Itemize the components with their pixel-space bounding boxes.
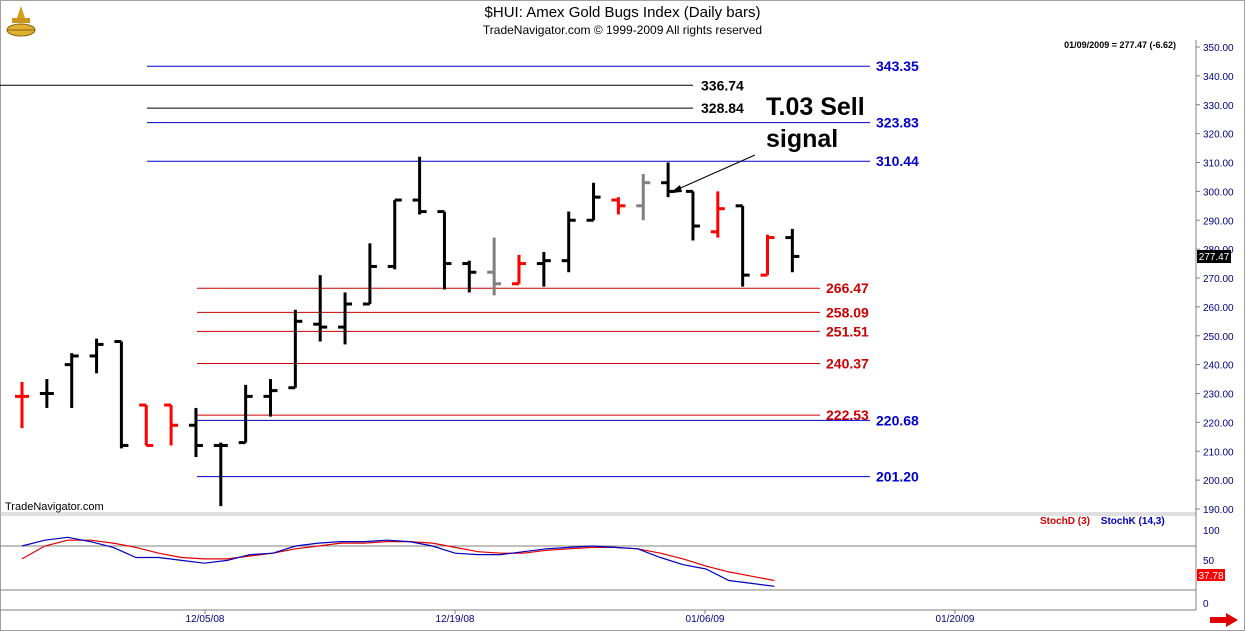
- last-quote-readout: 01/09/2009 = 277.47 (-6.62): [1064, 40, 1176, 50]
- y-tick-label: 220.00: [1203, 418, 1234, 429]
- chart-subtitle: TradeNavigator.com © 1999-2009 All right…: [482, 23, 763, 37]
- y-axis-ticks: 350.00 340.00 330.00 320.00 310.00 300.00 290.…: [1196, 43, 1234, 516]
- chart-title: $HUI: Amex Gold Bugs Index (Daily bars): [484, 4, 761, 21]
- ohlc-bar: [437, 210, 452, 290]
- ohlc-bar: [213, 442, 228, 507]
- y-tick-label: 230.00: [1203, 390, 1234, 401]
- sell-signal-annotation-line2: signal: [766, 125, 838, 153]
- chart-header: $HUI: Amex Gold Bugs Index (Daily bars) …: [0, 0, 1245, 40]
- y-tick-label: 190.00: [1203, 505, 1234, 516]
- ohlc-bar: [313, 275, 328, 342]
- x-tick-label: 01/20/09: [936, 614, 975, 625]
- ohlc-bar: [89, 338, 104, 374]
- ohlc-bar: [710, 191, 725, 238]
- stochastic-legend: StochD (3) StochK (14,3): [1040, 516, 1165, 527]
- ohlc-bar: [735, 204, 750, 287]
- stochastic-panel: [21, 536, 775, 587]
- ohlc-bar: [512, 254, 526, 286]
- level-label-310.44: 310.44: [876, 153, 919, 169]
- x-tick-label: 01/06/09: [686, 614, 725, 625]
- ohlc-bar: [139, 403, 154, 447]
- stoch-k-legend: StochK (14,3): [1100, 516, 1165, 527]
- level-label-222.53: 222.53: [826, 407, 869, 423]
- ohlc-bar: [636, 174, 651, 221]
- ohlc-bar: [263, 379, 278, 417]
- level-label-328.84: 328.84: [701, 100, 744, 116]
- stoch-d-legend: StochD (3): [1040, 516, 1090, 527]
- x-tick-label: 12/05/08: [186, 614, 225, 625]
- ohlc-bar: [338, 292, 353, 345]
- stoch-d-line: [21, 539, 775, 582]
- ohlc-bar: [362, 243, 377, 306]
- level-label-258.09: 258.09: [826, 304, 869, 320]
- ohlc-bar: [114, 340, 129, 449]
- ohlc-bar: [561, 211, 576, 273]
- ohlc-bar: [462, 260, 477, 293]
- ohlc-bar: [288, 309, 303, 390]
- ohlc-bar: [238, 384, 253, 445]
- level-lines: 343.35 336.74 328.84 323.83 310.44 266.47 258.…: [0, 58, 919, 485]
- ohlc-bar: [387, 198, 402, 270]
- stoch-last-value: 37.78: [1198, 571, 1223, 582]
- ohlc-bar: [164, 403, 179, 446]
- y-tick-label: 340.00: [1203, 72, 1234, 83]
- annotation-arrow-head: [670, 185, 682, 193]
- x-tick-label: 12/19/08: [436, 614, 475, 625]
- y-tick-label: 310.00: [1203, 159, 1234, 170]
- level-label-201.20: 201.20: [876, 469, 919, 485]
- ohlc-bar: [487, 237, 502, 296]
- ohlc-bar: [412, 156, 427, 215]
- ohlc-bar: [15, 381, 29, 429]
- y-tick-label: 270.00: [1203, 274, 1234, 285]
- y-tick-label: 260.00: [1203, 303, 1234, 314]
- y-tick-label: 320.00: [1203, 130, 1234, 141]
- trade-navigator-logo-icon: [6, 6, 36, 37]
- scroll-right-arrow-icon[interactable]: [1210, 613, 1238, 627]
- ohlc-bar: [188, 407, 203, 458]
- stoch-k-line: [21, 536, 775, 587]
- ohlc-bar: [785, 228, 800, 273]
- level-label-343.35: 343.35: [876, 58, 919, 74]
- level-label-266.47: 266.47: [826, 280, 869, 296]
- stoch-tick-100: 100: [1203, 526, 1220, 537]
- last-price-label: 277.47: [1199, 252, 1230, 263]
- level-label-323.83: 323.83: [876, 115, 919, 131]
- ohlc-bar: [685, 189, 700, 241]
- y-tick-label: 250.00: [1203, 332, 1234, 343]
- y-tick-label: 330.00: [1203, 101, 1234, 112]
- y-tick-label: 240.00: [1203, 361, 1234, 372]
- ohlc-bar: [611, 197, 626, 215]
- price-bars: [15, 156, 800, 507]
- ohlc-bar: [39, 379, 54, 408]
- sell-signal-annotation-line1: T.03 Sell: [766, 93, 865, 121]
- y-tick-label: 290.00: [1203, 216, 1234, 227]
- last-price-marker: [1197, 250, 1231, 263]
- y-tick-label: 300.00: [1203, 187, 1234, 198]
- y-tick-label: 200.00: [1203, 476, 1234, 487]
- watermark: TradeNavigator.com: [5, 501, 104, 513]
- ohlc-bar: [64, 353, 79, 408]
- stoch-tick-0: 0: [1203, 599, 1209, 610]
- ohlc-bar: [586, 182, 601, 222]
- stoch-tick-50: 50: [1203, 556, 1215, 567]
- ohlc-bar: [536, 252, 551, 287]
- stoch-last-marker: [1197, 569, 1225, 581]
- level-label-251.51: 251.51: [826, 323, 869, 339]
- ohlc-bar: [760, 234, 775, 277]
- x-axis-ticks: 12/05/08 12/19/08 01/06/09 01/20/09: [186, 610, 975, 625]
- y-tick-label: 210.00: [1203, 447, 1234, 458]
- level-label-240.37: 240.37: [826, 356, 869, 372]
- annotation-arrow-line: [675, 154, 756, 191]
- level-label-336.74: 336.74: [701, 77, 744, 93]
- level-label-220.68: 220.68: [876, 412, 919, 428]
- y-tick-label: 350.00: [1203, 43, 1234, 54]
